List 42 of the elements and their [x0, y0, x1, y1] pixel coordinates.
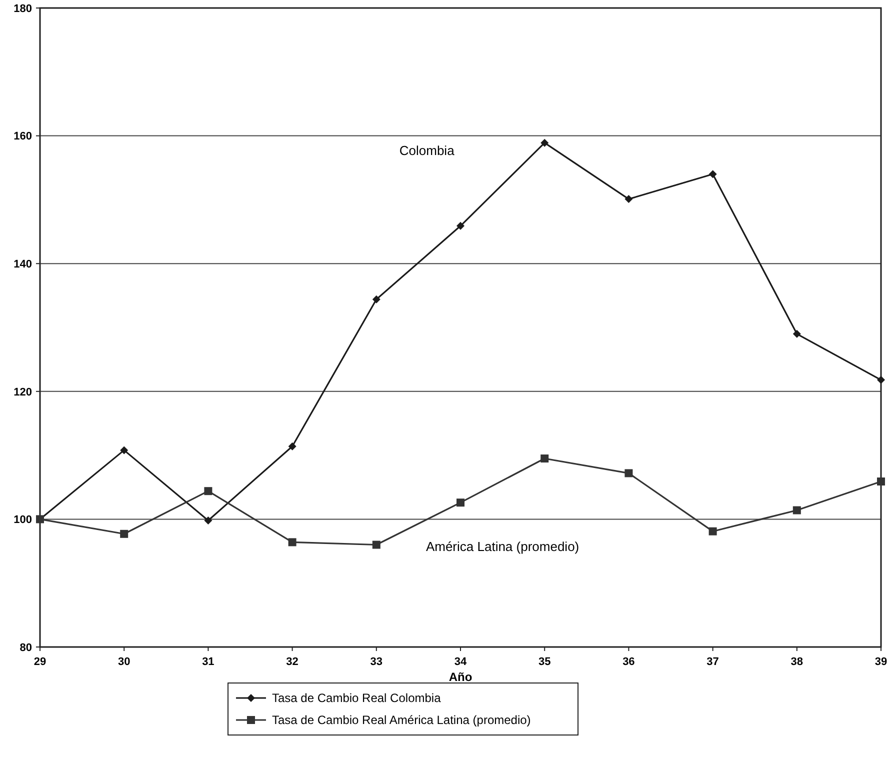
point: [288, 442, 296, 450]
x-tick-label: 37: [706, 656, 719, 668]
y-tick-label: 80: [20, 642, 32, 654]
x-tick-label: 38: [790, 656, 804, 668]
x-tick-label: 32: [286, 656, 298, 668]
legend-label: Tasa de Cambio Real América Latina (promedio): [272, 713, 531, 728]
point: [540, 454, 549, 462]
point: [120, 446, 128, 454]
y-tick-label: 180: [14, 2, 32, 15]
x-tick-label: 35: [538, 656, 551, 668]
point: [708, 170, 717, 178]
point: [877, 478, 885, 486]
point: [792, 330, 801, 338]
y-tick-label: 100: [14, 514, 32, 526]
point: [204, 487, 212, 496]
y-tick-label: 140: [14, 258, 32, 270]
point: [540, 138, 549, 147]
annotation: América Latina (promedio): [426, 539, 580, 554]
point: [877, 376, 885, 384]
y-tick-label: 160: [14, 130, 32, 143]
point: [456, 222, 464, 230]
point: [288, 538, 296, 546]
x-tick-label: 36: [622, 656, 635, 668]
point: [120, 530, 128, 538]
annotation: Colombia: [399, 142, 456, 158]
point: [624, 469, 633, 478]
x-tick-label: 30: [118, 656, 130, 668]
x-tick-label: 39: [874, 656, 888, 668]
x-tick-label: 29: [34, 656, 46, 668]
point: [372, 540, 380, 549]
point: [456, 498, 464, 507]
point: [708, 527, 717, 536]
point: [792, 506, 801, 514]
point: [624, 195, 633, 204]
x-tick-label: 33: [370, 656, 383, 668]
x-tick-label: 31: [202, 656, 214, 668]
y-tick-label: 120: [14, 386, 32, 398]
x-axis-title: Año: [448, 670, 472, 684]
x-tick-label: 34: [454, 656, 468, 668]
legend-label: Tasa de Cambio Real Colombia: [272, 691, 442, 706]
point: [204, 516, 212, 524]
point: [372, 295, 380, 304]
